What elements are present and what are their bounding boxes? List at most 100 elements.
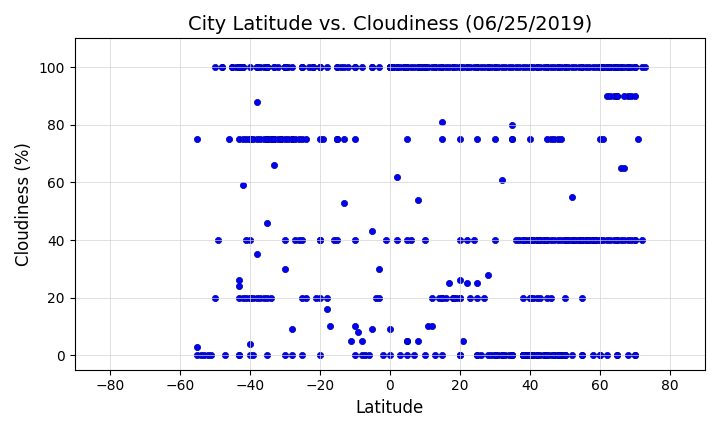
Point	[577, 237, 588, 244]
Point	[381, 237, 392, 244]
Point	[297, 64, 308, 70]
Point	[584, 237, 595, 244]
Point	[304, 64, 315, 70]
Point	[626, 237, 637, 244]
Point	[594, 136, 606, 143]
Point	[541, 64, 553, 70]
Point	[608, 237, 620, 244]
Point	[314, 352, 325, 359]
Point	[566, 237, 577, 244]
Point	[608, 92, 620, 99]
Point	[353, 329, 364, 336]
Point	[451, 294, 462, 301]
Point	[612, 92, 624, 99]
Point	[531, 352, 543, 359]
Point	[556, 352, 567, 359]
Point	[541, 352, 553, 359]
Point	[387, 64, 399, 70]
Point	[279, 265, 291, 272]
Point	[482, 352, 494, 359]
Point	[395, 64, 406, 70]
Point	[524, 294, 536, 301]
Point	[559, 237, 571, 244]
Point	[524, 352, 536, 359]
Point	[472, 294, 483, 301]
Point	[244, 294, 256, 301]
Point	[489, 64, 500, 70]
Point	[524, 237, 536, 244]
Point	[510, 64, 522, 70]
Point	[492, 352, 504, 359]
Point	[426, 294, 438, 301]
Point	[590, 237, 602, 244]
Point	[374, 265, 385, 272]
Point	[552, 352, 564, 359]
Point	[212, 237, 224, 244]
Point	[559, 352, 571, 359]
Point	[297, 294, 308, 301]
Point	[472, 64, 483, 70]
Point	[545, 294, 557, 301]
Point	[461, 64, 472, 70]
Point	[580, 237, 592, 244]
Point	[251, 251, 263, 258]
Point	[233, 64, 245, 70]
Point	[629, 237, 641, 244]
Point	[402, 337, 413, 344]
Point	[549, 352, 560, 359]
Point	[331, 136, 343, 143]
Point	[297, 136, 308, 143]
Point	[545, 136, 557, 143]
Point	[286, 136, 297, 143]
Point	[588, 237, 599, 244]
Point	[314, 64, 325, 70]
Point	[279, 136, 291, 143]
Point	[538, 64, 549, 70]
Point	[286, 136, 297, 143]
Point	[500, 352, 511, 359]
Point	[338, 136, 350, 143]
Point	[552, 136, 564, 143]
Point	[261, 219, 273, 226]
Point	[269, 136, 280, 143]
Point	[289, 237, 301, 244]
Point	[279, 64, 291, 70]
Point	[402, 136, 413, 143]
Point	[202, 352, 214, 359]
Point	[552, 352, 564, 359]
Point	[472, 352, 483, 359]
Point	[297, 64, 308, 70]
Point	[297, 352, 308, 359]
Point	[223, 136, 235, 143]
Point	[524, 352, 536, 359]
Point	[594, 237, 606, 244]
Point	[552, 352, 564, 359]
Point	[580, 64, 592, 70]
Point	[454, 294, 466, 301]
Point	[261, 136, 273, 143]
Point	[436, 352, 448, 359]
Point	[496, 64, 508, 70]
Point	[629, 64, 641, 70]
Point	[541, 136, 553, 143]
Point	[415, 64, 427, 70]
Point	[454, 64, 466, 70]
Point	[192, 136, 203, 143]
Point	[475, 352, 487, 359]
Point	[261, 64, 273, 70]
Point	[412, 337, 423, 344]
Point	[321, 306, 333, 313]
Point	[612, 92, 624, 99]
Point	[398, 64, 410, 70]
Point	[633, 136, 644, 143]
Point	[489, 237, 500, 244]
Point	[552, 64, 564, 70]
Point	[251, 64, 263, 70]
Point	[454, 237, 466, 244]
Point	[289, 136, 301, 143]
Point	[513, 64, 525, 70]
Point	[314, 294, 325, 301]
Point	[507, 352, 518, 359]
Point	[440, 294, 451, 301]
Point	[307, 64, 318, 70]
